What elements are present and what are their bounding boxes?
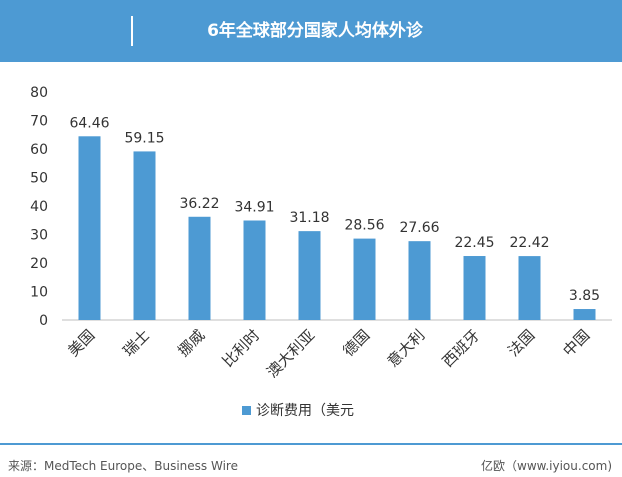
x-tick-label: 中国 <box>559 326 593 360</box>
header-divider <box>131 16 133 46</box>
bar <box>353 238 376 320</box>
data-label: 31.18 <box>289 210 329 226</box>
data-label: 36.22 <box>179 196 219 212</box>
footer-divider <box>0 443 622 445</box>
data-label: 34.91 <box>234 200 274 216</box>
bar <box>463 256 486 320</box>
legend-swatch <box>242 406 251 415</box>
y-tick-label: 30 <box>30 228 48 244</box>
bar <box>298 231 321 320</box>
y-tick-label: 60 <box>30 142 48 158</box>
y-tick-label: 10 <box>30 285 48 301</box>
legend-label: 诊断费用（美元 <box>256 403 354 419</box>
x-tick-label: 澳大利亚 <box>263 326 318 381</box>
legend: 诊断费用（美元 <box>242 403 354 419</box>
data-label: 3.85 <box>569 288 600 304</box>
chart-title: 6年全球部分国家人均体外诊 <box>207 21 423 41</box>
data-label: 28.56 <box>344 218 384 234</box>
data-label: 27.66 <box>399 220 439 236</box>
x-tick-label: 德国 <box>339 326 373 360</box>
data-label: 59.15 <box>124 130 164 146</box>
data-label: 64.46 <box>69 115 109 131</box>
bars <box>78 136 596 320</box>
data-label: 22.45 <box>454 235 494 251</box>
x-tick-label: 西班牙 <box>439 326 484 371</box>
y-tick-label: 50 <box>30 171 48 187</box>
source-note: 来源：MedTech Europe、Business Wire <box>8 459 238 473</box>
x-tick-label: 比利时 <box>219 326 264 371</box>
chart-header: 6年全球部分国家人均体外诊 <box>0 0 622 62</box>
x-tick-label: 挪威 <box>174 326 208 360</box>
bar <box>78 136 101 320</box>
x-tick-label: 意大利 <box>384 326 429 371</box>
y-tick-label: 40 <box>30 199 48 215</box>
data-labels: 64.46 59.15 36.22 34.91 31.18 28.56 27.66 22.45… <box>69 115 600 304</box>
x-tick-label: 瑞士 <box>119 326 153 360</box>
x-tick-label: 美国 <box>64 326 98 360</box>
bar-chart: 0 10 20 30 40 50 60 70 80 64.46 59.15 36.22 34.91 31… <box>30 85 612 419</box>
y-tick-label: 0 <box>39 313 48 329</box>
bar <box>518 256 541 320</box>
y-tick-label: 80 <box>30 85 48 101</box>
bar <box>133 151 156 320</box>
data-label: 22.42 <box>509 235 549 251</box>
y-tick-label: 20 <box>30 256 48 272</box>
bar <box>408 241 431 320</box>
y-tick-label: 70 <box>30 114 48 130</box>
bar <box>243 220 266 320</box>
x-axis: 美国 瑞士 挪威 比利时 澳大利亚 德国 意大利 西班牙 法国 中国 <box>64 326 593 381</box>
bar <box>573 309 596 320</box>
x-tick-label: 法国 <box>504 326 538 360</box>
bar <box>188 216 211 320</box>
brand-credit: 亿欧（www.iyiou.com) <box>481 459 612 473</box>
